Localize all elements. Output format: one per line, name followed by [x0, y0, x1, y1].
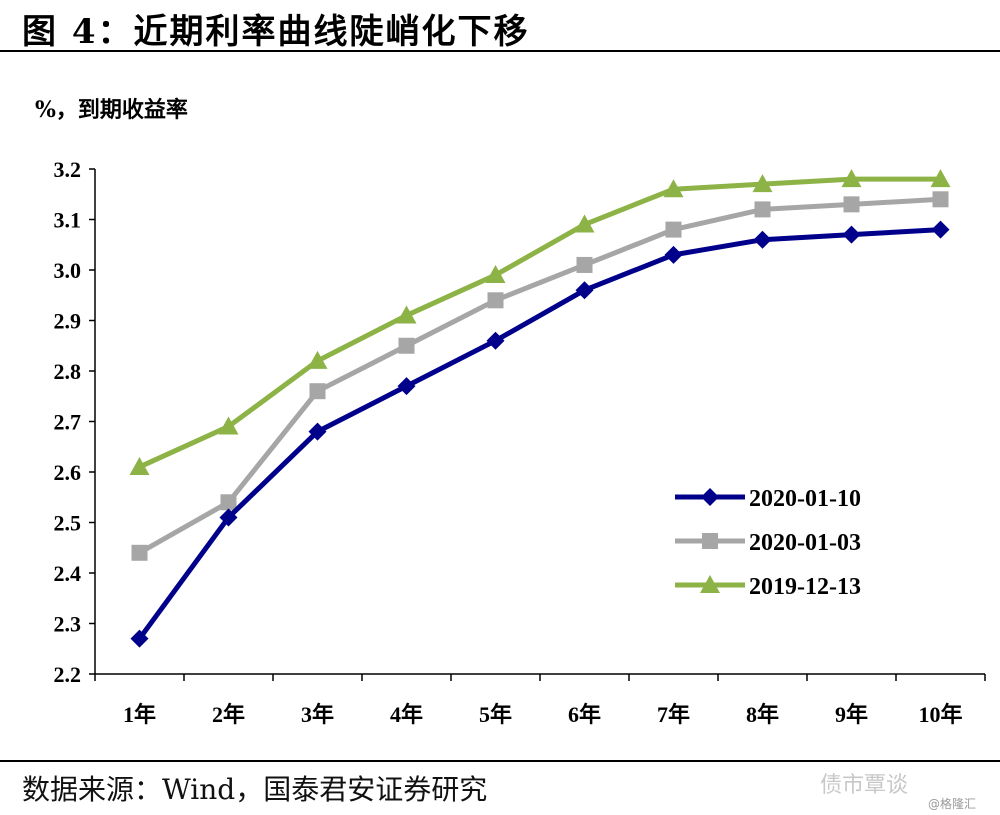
source-note: 数据来源：Wind，国泰君安证券研究: [22, 773, 488, 806]
y-tick-label: 2.7: [54, 410, 82, 435]
axes: 2.2 2.3 2.4 2.5 2.6 2.7 2.8 2.9 3.0 3.1 3.2 1年 2年 3年 4…: [54, 157, 986, 727]
legend-marker: [700, 575, 720, 593]
data-point: [841, 169, 862, 188]
legend: 2020-01-10 2020-01-03 2019-12-13: [675, 486, 861, 600]
data-point: [218, 416, 239, 435]
watermark-sub: @格隆汇: [928, 797, 977, 811]
series-line: [138, 176, 941, 470]
y-tick-label: 2.3: [54, 612, 82, 637]
data-point: [754, 201, 771, 218]
y-tick-label: 2.5: [54, 511, 82, 536]
y-tick-label: 2.8: [54, 359, 82, 384]
series-2019-12-13: [129, 169, 951, 475]
data-point: [487, 292, 504, 309]
y-tick-label: 3.0: [54, 258, 82, 283]
y-tick-label: 2.9: [54, 309, 82, 334]
data-point: [663, 179, 684, 198]
data-point: [219, 508, 238, 527]
x-tick-label: 3年: [301, 702, 334, 727]
data-point: [576, 256, 593, 273]
legend-marker: [701, 488, 719, 506]
series-2020-01-03: [131, 191, 949, 561]
data-point: [752, 174, 773, 193]
legend-item: 2020-01-03: [675, 530, 861, 556]
y-tick-label: 2.4: [54, 561, 82, 586]
data-point: [931, 220, 950, 239]
x-tick-label: 10年: [918, 702, 962, 727]
data-point: [574, 214, 595, 233]
legend-marker: [702, 533, 718, 549]
x-tick-label: 7年: [657, 702, 690, 727]
chart: %，到期收益率 2.2 2.3 2.4 2.5 2.6 2.7 2.8 2.9 3.0 3.1 3.…: [35, 97, 986, 727]
watermark: 债市覃谈: [820, 773, 909, 798]
legend-label: 2020-01-10: [749, 486, 861, 512]
x-tick-label: 5年: [479, 702, 512, 727]
y-tick-label: 2.2: [54, 662, 82, 687]
data-point: [309, 383, 326, 400]
data-point: [396, 305, 417, 324]
series-layer: [129, 169, 951, 648]
data-point: [220, 494, 237, 511]
data-point: [575, 281, 594, 300]
data-point: [130, 629, 149, 648]
data-point: [842, 225, 861, 244]
data-point: [843, 196, 860, 213]
page-title: 图 4：近期利率曲线陡峭化下移: [22, 12, 530, 52]
data-point: [664, 245, 683, 264]
data-point: [932, 191, 949, 208]
data-point: [131, 544, 148, 561]
x-tick-label: 8年: [746, 702, 779, 727]
data-point: [398, 337, 415, 354]
series-2020-01-10: [130, 220, 950, 648]
x-tick-label: 1年: [123, 702, 156, 727]
footer-divider: [0, 760, 1000, 762]
data-point: [930, 169, 951, 188]
x-tick-label: 2年: [212, 702, 245, 727]
data-point: [397, 377, 416, 396]
title-divider: [0, 50, 1000, 52]
data-point: [308, 422, 327, 441]
x-tick-label: 9年: [835, 702, 868, 727]
legend-item: 2020-01-10: [675, 486, 861, 512]
data-point: [665, 221, 682, 238]
data-point: [129, 456, 150, 475]
legend-item: 2019-12-13: [675, 574, 861, 600]
x-tick-label: 4年: [390, 702, 423, 727]
x-tick-label: 6年: [568, 702, 601, 727]
data-point: [485, 265, 506, 284]
data-point: [753, 230, 772, 249]
y-axis-label: %，到期收益率: [35, 97, 188, 123]
legend-label: 2020-01-03: [749, 530, 861, 556]
data-point: [307, 350, 328, 369]
legend-label: 2019-12-13: [749, 574, 861, 600]
data-point: [486, 331, 505, 350]
y-tick-label: 3.2: [54, 157, 82, 182]
series-line: [138, 196, 941, 555]
y-tick-label: 3.1: [54, 208, 82, 233]
y-tick-label: 2.6: [54, 460, 82, 485]
series-line: [137, 227, 941, 641]
